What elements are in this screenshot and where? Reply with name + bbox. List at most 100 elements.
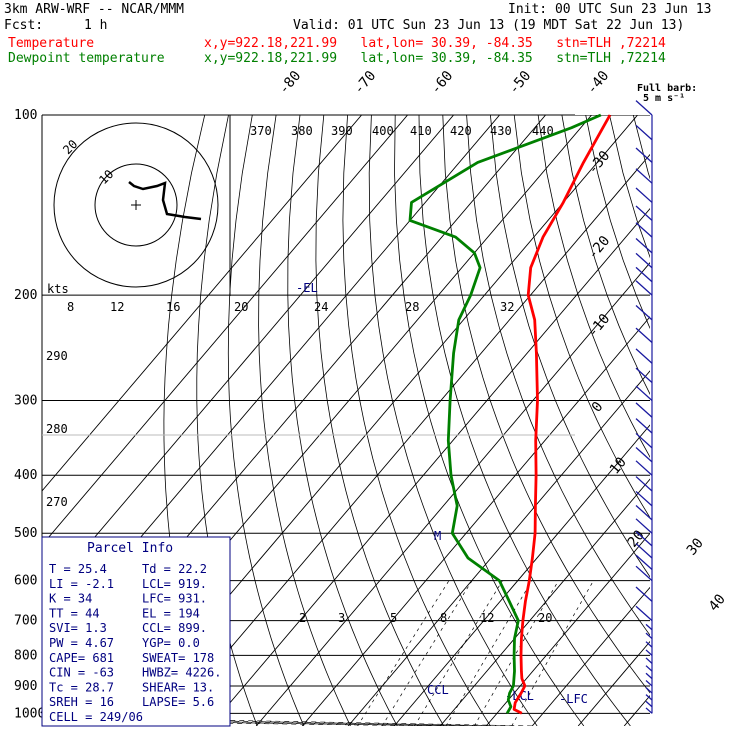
forecast-hour: 1 h (84, 18, 108, 33)
forecast-label: Fcst: (4, 18, 44, 33)
isotherm-label: -40 (584, 68, 613, 98)
wind-barb (635, 504, 653, 521)
pressure-tick-label: 700 (14, 614, 37, 629)
dry-adiabat (705, 115, 740, 726)
isotherm-line (42, 115, 362, 492)
wind-barb (635, 252, 653, 269)
wind-barb (645, 641, 653, 648)
dry-adiabat (585, 115, 650, 330)
mixing-ratio-label: 20 (538, 611, 552, 625)
isotherm-label: -20 (585, 233, 614, 263)
wind-barb (635, 327, 653, 343)
hodo-ring-10 (94, 163, 178, 247)
wind-barb (635, 605, 653, 622)
wind-barb (635, 348, 653, 364)
wind-barb (635, 187, 653, 203)
parcel-panel-box (41, 536, 231, 727)
theta-label: 370 (250, 124, 272, 138)
parcel-row-left: PW = 4.67 (49, 636, 114, 650)
dry-adiabat (368, 115, 538, 726)
parcel-row-left: SVI= 1.3 (49, 621, 107, 635)
parcel-row-left: TT = 44 (49, 606, 100, 620)
wind-barb (635, 531, 653, 547)
hodo-units-label: kts (47, 282, 69, 296)
wind-barb (635, 266, 653, 283)
hodo-speed-label: 28 (405, 300, 419, 314)
temperature-legend-name: Temperature (8, 36, 95, 51)
dry-adiabat (537, 115, 650, 458)
dry-adiabat (342, 115, 491, 726)
wind-barb-legend-line1: Full barb: (637, 83, 698, 94)
theta-label: 440 (532, 124, 554, 138)
wind-barb (635, 490, 653, 507)
wind-barb (635, 447, 653, 463)
isotherm-line (347, 370, 650, 726)
parcel-row-left: K = 34 (49, 592, 92, 606)
pressure-tick-label: 800 (14, 648, 37, 663)
isotherm-line (301, 316, 650, 726)
parcel-row-left: LI = -2.1 (49, 577, 114, 591)
dry-adiabat (513, 115, 650, 519)
hodograph-trace (128, 181, 202, 221)
dry-adiabat (490, 115, 650, 578)
mixing-ratio-label: 12 (480, 611, 494, 625)
theta-label: 430 (490, 124, 512, 138)
dry-adiabat (442, 115, 650, 694)
wind-barb (635, 100, 653, 116)
wind-barb (635, 367, 653, 384)
wind-barb (635, 418, 653, 434)
isotherm-label: -50 (506, 68, 535, 98)
hodo-speed-label: 16 (166, 300, 180, 314)
isotherm-line (623, 694, 650, 726)
init-time: Init: 00 UTC Sun 23 Jun 13 (508, 2, 712, 17)
theta-side-label: 290 (46, 349, 68, 363)
parcel-info-panel: Parcel Info T = 25.4 Td = 22.2 LI = -2.1 LCL… (41, 536, 231, 727)
pressure-tick-label: 200 (14, 288, 37, 303)
isotherm-label: 0 (589, 399, 607, 416)
parcel-row-right: CCL= 899. (142, 621, 207, 635)
isotherm-line (531, 586, 650, 726)
wind-barb (645, 665, 653, 672)
wind-barb (645, 649, 653, 656)
theta-label: 390 (331, 124, 353, 138)
mixing-ratio-line (357, 580, 450, 726)
dry-adiabat (681, 115, 740, 726)
parcel-row-right: HWBZ= 4226. (142, 666, 221, 680)
temperature-legend-info: x,y=922.18,221.99 lat,lon= 30.39, -84.35… (204, 36, 666, 51)
mixing-ratio-label: 3 (338, 611, 345, 625)
dewpoint-legend-name: Dewpoint temperature (8, 51, 165, 66)
pressure-tick-label: 500 (14, 526, 37, 541)
isotherm-line (209, 207, 650, 726)
wind-barb (635, 543, 653, 559)
isotherm-label: -60 (428, 68, 457, 98)
m-marker: M (434, 529, 441, 543)
parcel-row-left: SREH = 16 (49, 695, 114, 709)
pressure-tick-label: 1000 (14, 706, 45, 721)
dry-adiabat (729, 115, 740, 726)
isotherm-line (393, 424, 650, 726)
dry-adiabat (561, 115, 650, 395)
theta-side-label: 270 (46, 495, 68, 509)
isotherm-label: 30 (684, 535, 707, 558)
hodo-speed-label: 12 (110, 300, 124, 314)
wind-barb (635, 476, 653, 492)
hodo-speed-label: 24 (314, 300, 328, 314)
temperature-line (512, 114, 612, 715)
pressure-tick-label: 100 (14, 108, 37, 123)
parcel-row-left: CIN = -63 (49, 666, 114, 680)
theta-label: 380 (291, 124, 313, 138)
parcel-row-right: YGP= 0.0 (142, 636, 200, 650)
hodo-speed-label: 8 (67, 300, 74, 314)
isotherm-line (577, 640, 650, 726)
dry-adiabat (418, 115, 631, 726)
isotherm-line (163, 153, 650, 726)
wind-barb (635, 460, 653, 476)
model-title: 3km ARW-WRF -- NCAR/MMM (4, 2, 185, 17)
wind-barb (635, 205, 653, 221)
isotherm-label: -80 (276, 68, 305, 98)
parcel-row-right: SHEAR= 13. (142, 680, 214, 694)
pressure-tick-label: 300 (14, 393, 37, 408)
wind-barb (645, 632, 653, 640)
parcel-row-right: LFC= 931. (142, 592, 207, 606)
